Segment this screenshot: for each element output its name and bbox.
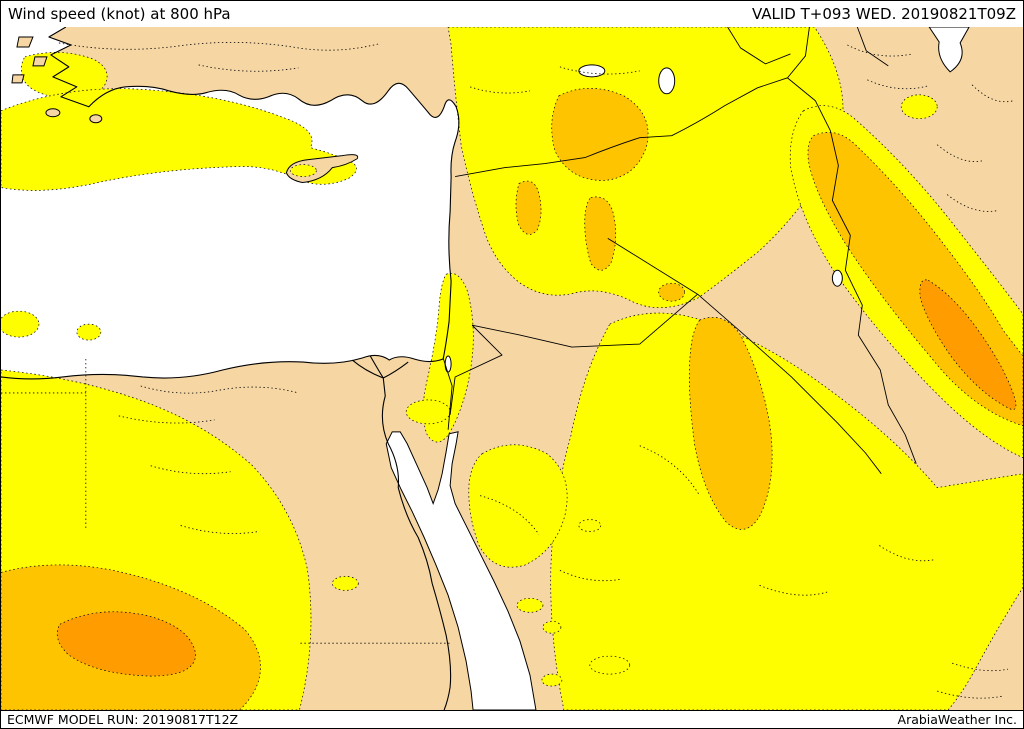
iraq-saudi-border [471,293,698,348]
island [32,56,48,67]
caucasus-border [856,27,889,67]
map-canvas [1,27,1023,710]
lake-van [578,64,606,78]
wind-patch [516,597,544,613]
contour-line [180,525,259,534]
wind-patch [332,576,359,591]
wind-patch [541,673,563,687]
wind-patch [900,94,938,120]
iran-west-border [787,77,917,464]
page-title: Wind speed (knot) at 800 hPa [8,5,231,23]
iraq-gulf-border [697,293,882,474]
model-run-label: ECMWF MODEL RUN: 20190817T12Z [7,712,239,727]
coastlines [1,27,460,710]
wind-speed-map [1,27,1023,710]
high-wind-cell [584,196,617,271]
mediterranean-coastline [1,27,460,380]
wind-band-layer-peak [56,279,1017,677]
sw-egypt-peak-wind-core [56,611,196,677]
wind-patch [578,519,602,532]
contour-line [936,144,984,162]
contour-dotted-lines [1,42,1014,699]
contour-line [867,79,929,90]
sea-wind-patch [1,310,40,338]
contour-line [847,44,913,57]
caspian-sea [928,27,970,73]
mediterranean-wind-band [1,88,357,191]
contour-line [559,66,640,75]
syria-high-wind-cell [551,88,649,181]
aegean-islands [11,36,103,124]
nw-arabia-wind-patch [468,444,568,568]
dead-sea [444,355,452,373]
island [89,114,103,124]
turkey-south-border [455,27,810,178]
cyprus-wind-patch [290,164,317,177]
map-footer: ECMWF MODEL RUN: 20190817T12Z ArabiaWeat… [1,710,1023,728]
valid-time-label: VALID T+093 WED. 20190821T09Z [751,5,1016,23]
contour-line [150,465,231,475]
brand-label: ArabiaWeather Inc. [897,712,1017,727]
contour-line [946,194,999,212]
island [45,108,61,118]
central-arabia-high-wind-band [688,316,773,530]
high-wind-cell [515,180,542,235]
map-header: Wind speed (knot) at 800 hPa VALID T+093… [1,1,1023,27]
sea-layer [385,27,970,710]
contour-line [879,545,936,562]
caucasus-border [727,27,791,65]
wind-patch [589,655,631,675]
contour-line [469,86,531,94]
zagros-peak-wind-core [919,279,1017,410]
sea-wind-patch [76,323,102,341]
high-wind-cell [658,282,686,302]
red-sea [385,431,537,710]
country-borders [442,27,917,474]
egypt-israel-border [442,357,453,430]
contour-line [140,385,299,394]
nile-delta-branch [351,359,384,379]
lake [831,269,843,287]
nile-delta-branch [383,361,409,379]
island [16,36,34,48]
contour-line [58,42,379,51]
wind-patch [542,620,562,634]
contour-line [952,662,1009,672]
lake-urmia [658,67,676,95]
contour-line [559,570,620,582]
syria-iraq-border [607,238,698,295]
contour-line [937,690,1004,699]
jordan-saudi-border [449,324,503,415]
nile-river [369,355,452,710]
island [11,74,25,84]
contour-line [971,84,1014,103]
sinai-wind-patch [405,399,451,425]
contour-line [639,445,700,496]
